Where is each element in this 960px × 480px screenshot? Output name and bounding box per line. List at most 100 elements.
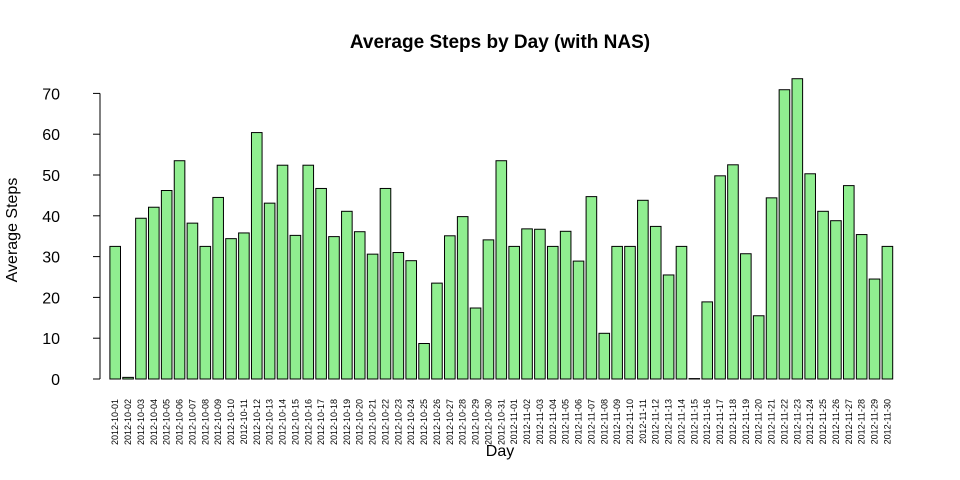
- bar-2012-11-27: [842, 185, 855, 380]
- x-tick-label-2012-11-09: 2012-11-09: [612, 399, 622, 444]
- x-tick-label-2012-10-18: 2012-10-18: [329, 399, 339, 445]
- bar-2012-10-03: [135, 217, 147, 380]
- y-tick-label-50: 50: [42, 168, 60, 185]
- x-tick-label-2012-11-10: 2012-11-10: [625, 399, 635, 444]
- bar-2012-10-23: [392, 252, 405, 380]
- x-axis-label: Day: [486, 443, 514, 460]
- bar-2012-10-28: [456, 216, 469, 380]
- x-tick-label-2012-10-14: 2012-10-14: [278, 399, 288, 445]
- y-tick-label-0: 0: [51, 372, 60, 389]
- x-tick-label-2012-11-08: 2012-11-08: [599, 399, 609, 444]
- x-tick-label-2012-10-08: 2012-10-08: [200, 399, 210, 445]
- bar-2012-11-09: [611, 245, 623, 380]
- x-tick-label-2012-10-12: 2012-10-12: [252, 399, 262, 445]
- bar-2012-10-09: [212, 196, 224, 380]
- bar-2012-11-12: [649, 225, 662, 380]
- x-tick-label-2012-11-24: 2012-11-24: [805, 399, 815, 444]
- bar-2012-11-10: [624, 245, 636, 380]
- bar-2012-11-17: [714, 175, 726, 380]
- x-tick-label-2012-11-16: 2012-11-16: [702, 399, 712, 444]
- bar-2012-11-25: [817, 210, 829, 380]
- y-tick-label-70: 70: [42, 86, 60, 103]
- x-tick-label-2012-10-09: 2012-10-09: [213, 399, 223, 445]
- x-tick-label-2012-10-31: 2012-10-31: [496, 399, 506, 445]
- bar-2012-11-23: [791, 78, 804, 380]
- bar-2012-11-11: [637, 199, 649, 380]
- bar-2012-10-06: [173, 160, 186, 380]
- bar-2012-10-08: [199, 245, 212, 380]
- bar-2012-10-22: [379, 187, 392, 380]
- bar-2012-10-27: [444, 235, 456, 380]
- x-tick-label-2012-10-25: 2012-10-25: [419, 399, 429, 445]
- bar-2012-10-24: [405, 260, 418, 380]
- bar-2012-11-20: [752, 315, 765, 380]
- x-tick-label-2012-11-22: 2012-11-22: [779, 399, 789, 444]
- x-tick-label-2012-10-10: 2012-10-10: [226, 399, 236, 445]
- x-tick-label-2012-10-24: 2012-10-24: [406, 399, 416, 445]
- x-tick-label-2012-11-13: 2012-11-13: [664, 399, 674, 444]
- x-tick-label-2012-10-29: 2012-10-29: [471, 399, 481, 445]
- x-tick-label-2012-11-19: 2012-11-19: [741, 399, 751, 444]
- y-tick-label-30: 30: [42, 250, 60, 267]
- x-tick-label-2012-10-22: 2012-10-22: [380, 399, 390, 445]
- x-tick-label-2012-11-04: 2012-11-04: [548, 399, 558, 444]
- x-tick-label-2012-11-07: 2012-11-07: [586, 399, 596, 444]
- bar-2012-10-25: [418, 343, 430, 380]
- x-tick-label-2012-11-25: 2012-11-25: [818, 399, 828, 444]
- bar-2012-10-10: [225, 238, 237, 380]
- bar-2012-10-29: [469, 307, 482, 380]
- x-tick-label-2012-10-21: 2012-10-21: [368, 399, 378, 445]
- bar-2012-10-26: [431, 282, 443, 380]
- x-tick-label-2012-11-21: 2012-11-21: [767, 399, 777, 444]
- bar-2012-10-12: [250, 132, 263, 380]
- bar-2012-10-16: [302, 164, 315, 380]
- x-tick-label-2012-11-29: 2012-11-29: [870, 399, 880, 444]
- x-tick-label-2012-10-27: 2012-10-27: [445, 399, 455, 445]
- x-tick-label-2012-11-14: 2012-11-14: [676, 399, 686, 444]
- x-tick-label-2012-10-30: 2012-10-30: [483, 399, 493, 445]
- bar-2012-11-02: [521, 228, 533, 380]
- x-tick-label-2012-10-13: 2012-10-13: [265, 399, 275, 445]
- bar-2012-10-04: [148, 206, 160, 380]
- y-tick-label-40: 40: [42, 209, 60, 226]
- bar-2012-11-21: [765, 197, 778, 380]
- x-tick-label-2012-10-28: 2012-10-28: [458, 399, 468, 445]
- bar-2012-11-19: [740, 253, 752, 380]
- y-axis: 0 10 20 30 40 50 60 70: [42, 86, 101, 389]
- bar-2012-11-29: [868, 278, 881, 380]
- x-tick-label-2012-11-12: 2012-11-12: [651, 399, 661, 444]
- bar-2012-10-31: [495, 160, 508, 380]
- x-tick-label-2012-11-06: 2012-11-06: [574, 399, 584, 444]
- bars-group: [109, 78, 894, 380]
- bar-2012-11-03: [534, 228, 546, 380]
- bar-2012-10-18: [328, 236, 340, 380]
- bar-2012-11-14: [675, 245, 688, 380]
- x-tick-label-2012-11-23: 2012-11-23: [792, 399, 802, 444]
- bar-2012-11-16: [701, 301, 714, 380]
- x-tick-label-2012-11-15: 2012-11-15: [689, 399, 699, 444]
- bar-2012-11-24: [804, 173, 816, 380]
- bar-2012-10-14: [276, 164, 289, 380]
- x-tick-label-2012-10-15: 2012-10-15: [290, 399, 300, 445]
- bar-2012-11-07: [585, 196, 598, 380]
- bar-2012-10-01: [109, 245, 122, 380]
- x-tick-label-2012-11-05: 2012-11-05: [561, 399, 571, 444]
- x-tick-label-2012-11-11: 2012-11-11: [638, 399, 648, 444]
- x-tick-label-2012-11-26: 2012-11-26: [831, 399, 841, 444]
- x-tick-label-2012-10-06: 2012-10-06: [175, 399, 185, 445]
- bar-2012-11-01: [508, 245, 520, 380]
- bar-2012-11-13: [662, 274, 675, 380]
- bar-2012-11-26: [830, 220, 842, 380]
- bar-2012-10-15: [289, 234, 302, 380]
- x-tick-labels: 2012-10-01 2012-10-02 2012-10-03 2012-10-04…: [110, 399, 892, 445]
- x-tick-label-2012-10-19: 2012-10-19: [342, 399, 352, 445]
- x-tick-label-2012-10-07: 2012-10-07: [187, 399, 197, 445]
- chart-title: Average Steps by Day (with NAS): [350, 32, 650, 53]
- bar-2012-11-28: [855, 234, 868, 380]
- x-tick-label-2012-11-30: 2012-11-30: [882, 399, 892, 444]
- y-tick-label-20: 20: [42, 290, 60, 307]
- bar-2012-10-05: [160, 190, 173, 380]
- x-tick-label-2012-11-27: 2012-11-27: [844, 399, 854, 444]
- y-tick-label-60: 60: [42, 127, 60, 144]
